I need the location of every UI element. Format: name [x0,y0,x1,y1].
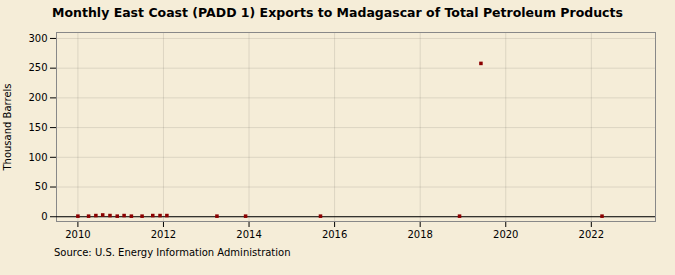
svg-text:2018: 2018 [407,229,432,240]
svg-text:250: 250 [28,62,47,73]
svg-text:150: 150 [28,122,47,133]
svg-text:200: 200 [28,92,47,103]
svg-text:Thousand Barrels: Thousand Barrels [2,83,13,171]
svg-text:2014: 2014 [236,229,261,240]
svg-text:2022: 2022 [579,229,604,240]
svg-text:2012: 2012 [151,229,176,240]
svg-text:300: 300 [28,33,47,44]
svg-text:2010: 2010 [65,229,90,240]
svg-text:50: 50 [35,181,48,192]
svg-text:2020: 2020 [493,229,518,240]
html-text:Source: U.S. Energy Informatio: Source: U.S. Energy Information Administ… [54,247,291,258]
html-text:Monthly East Coast (PADD 1) Ex: Monthly East Coast (PADD 1) Exports to M… [52,5,623,20]
svg-text:100: 100 [28,152,47,163]
svg-text:2016: 2016 [322,229,347,240]
svg-text:0: 0 [41,211,47,222]
